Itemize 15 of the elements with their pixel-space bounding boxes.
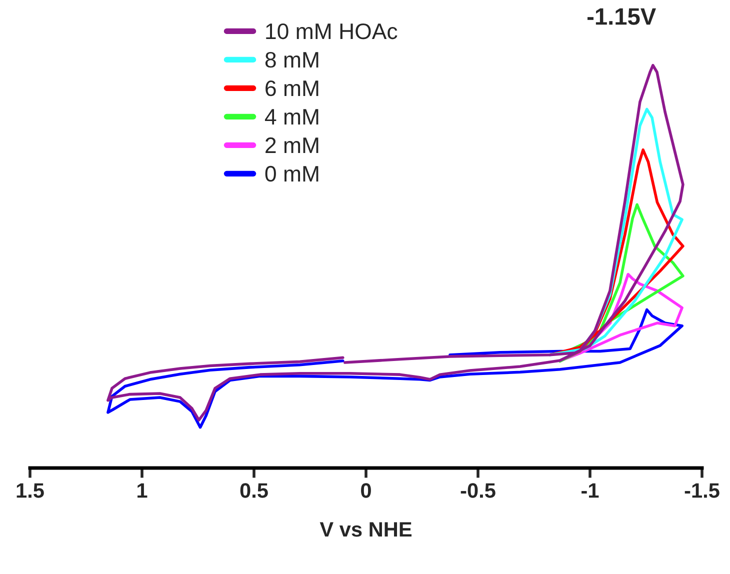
legend-label: 6 mM	[266, 80, 318, 96]
legend-label: 8 mM	[265, 52, 318, 68]
text: -1.15V	[588, 8, 656, 25]
x-tick-label: 1.5	[16, 483, 44, 498]
x-tick-label: -0.5	[460, 483, 496, 498]
x-tick-label: -1	[582, 483, 599, 498]
x-tick-label: -1.5	[684, 483, 720, 498]
legend-label: 0 mM	[265, 166, 318, 182]
x-tick-label: 1	[138, 483, 148, 498]
x-axis-title: V vs NHE	[320, 522, 412, 537]
legend-label: 10 mM HOAc	[266, 23, 398, 40]
legend-label: 4 mM	[264, 109, 318, 124]
x-tick-label: 0	[361, 483, 371, 498]
x-tick-label: 0.5	[240, 483, 268, 498]
legend-label: 2 mM	[266, 137, 318, 153]
